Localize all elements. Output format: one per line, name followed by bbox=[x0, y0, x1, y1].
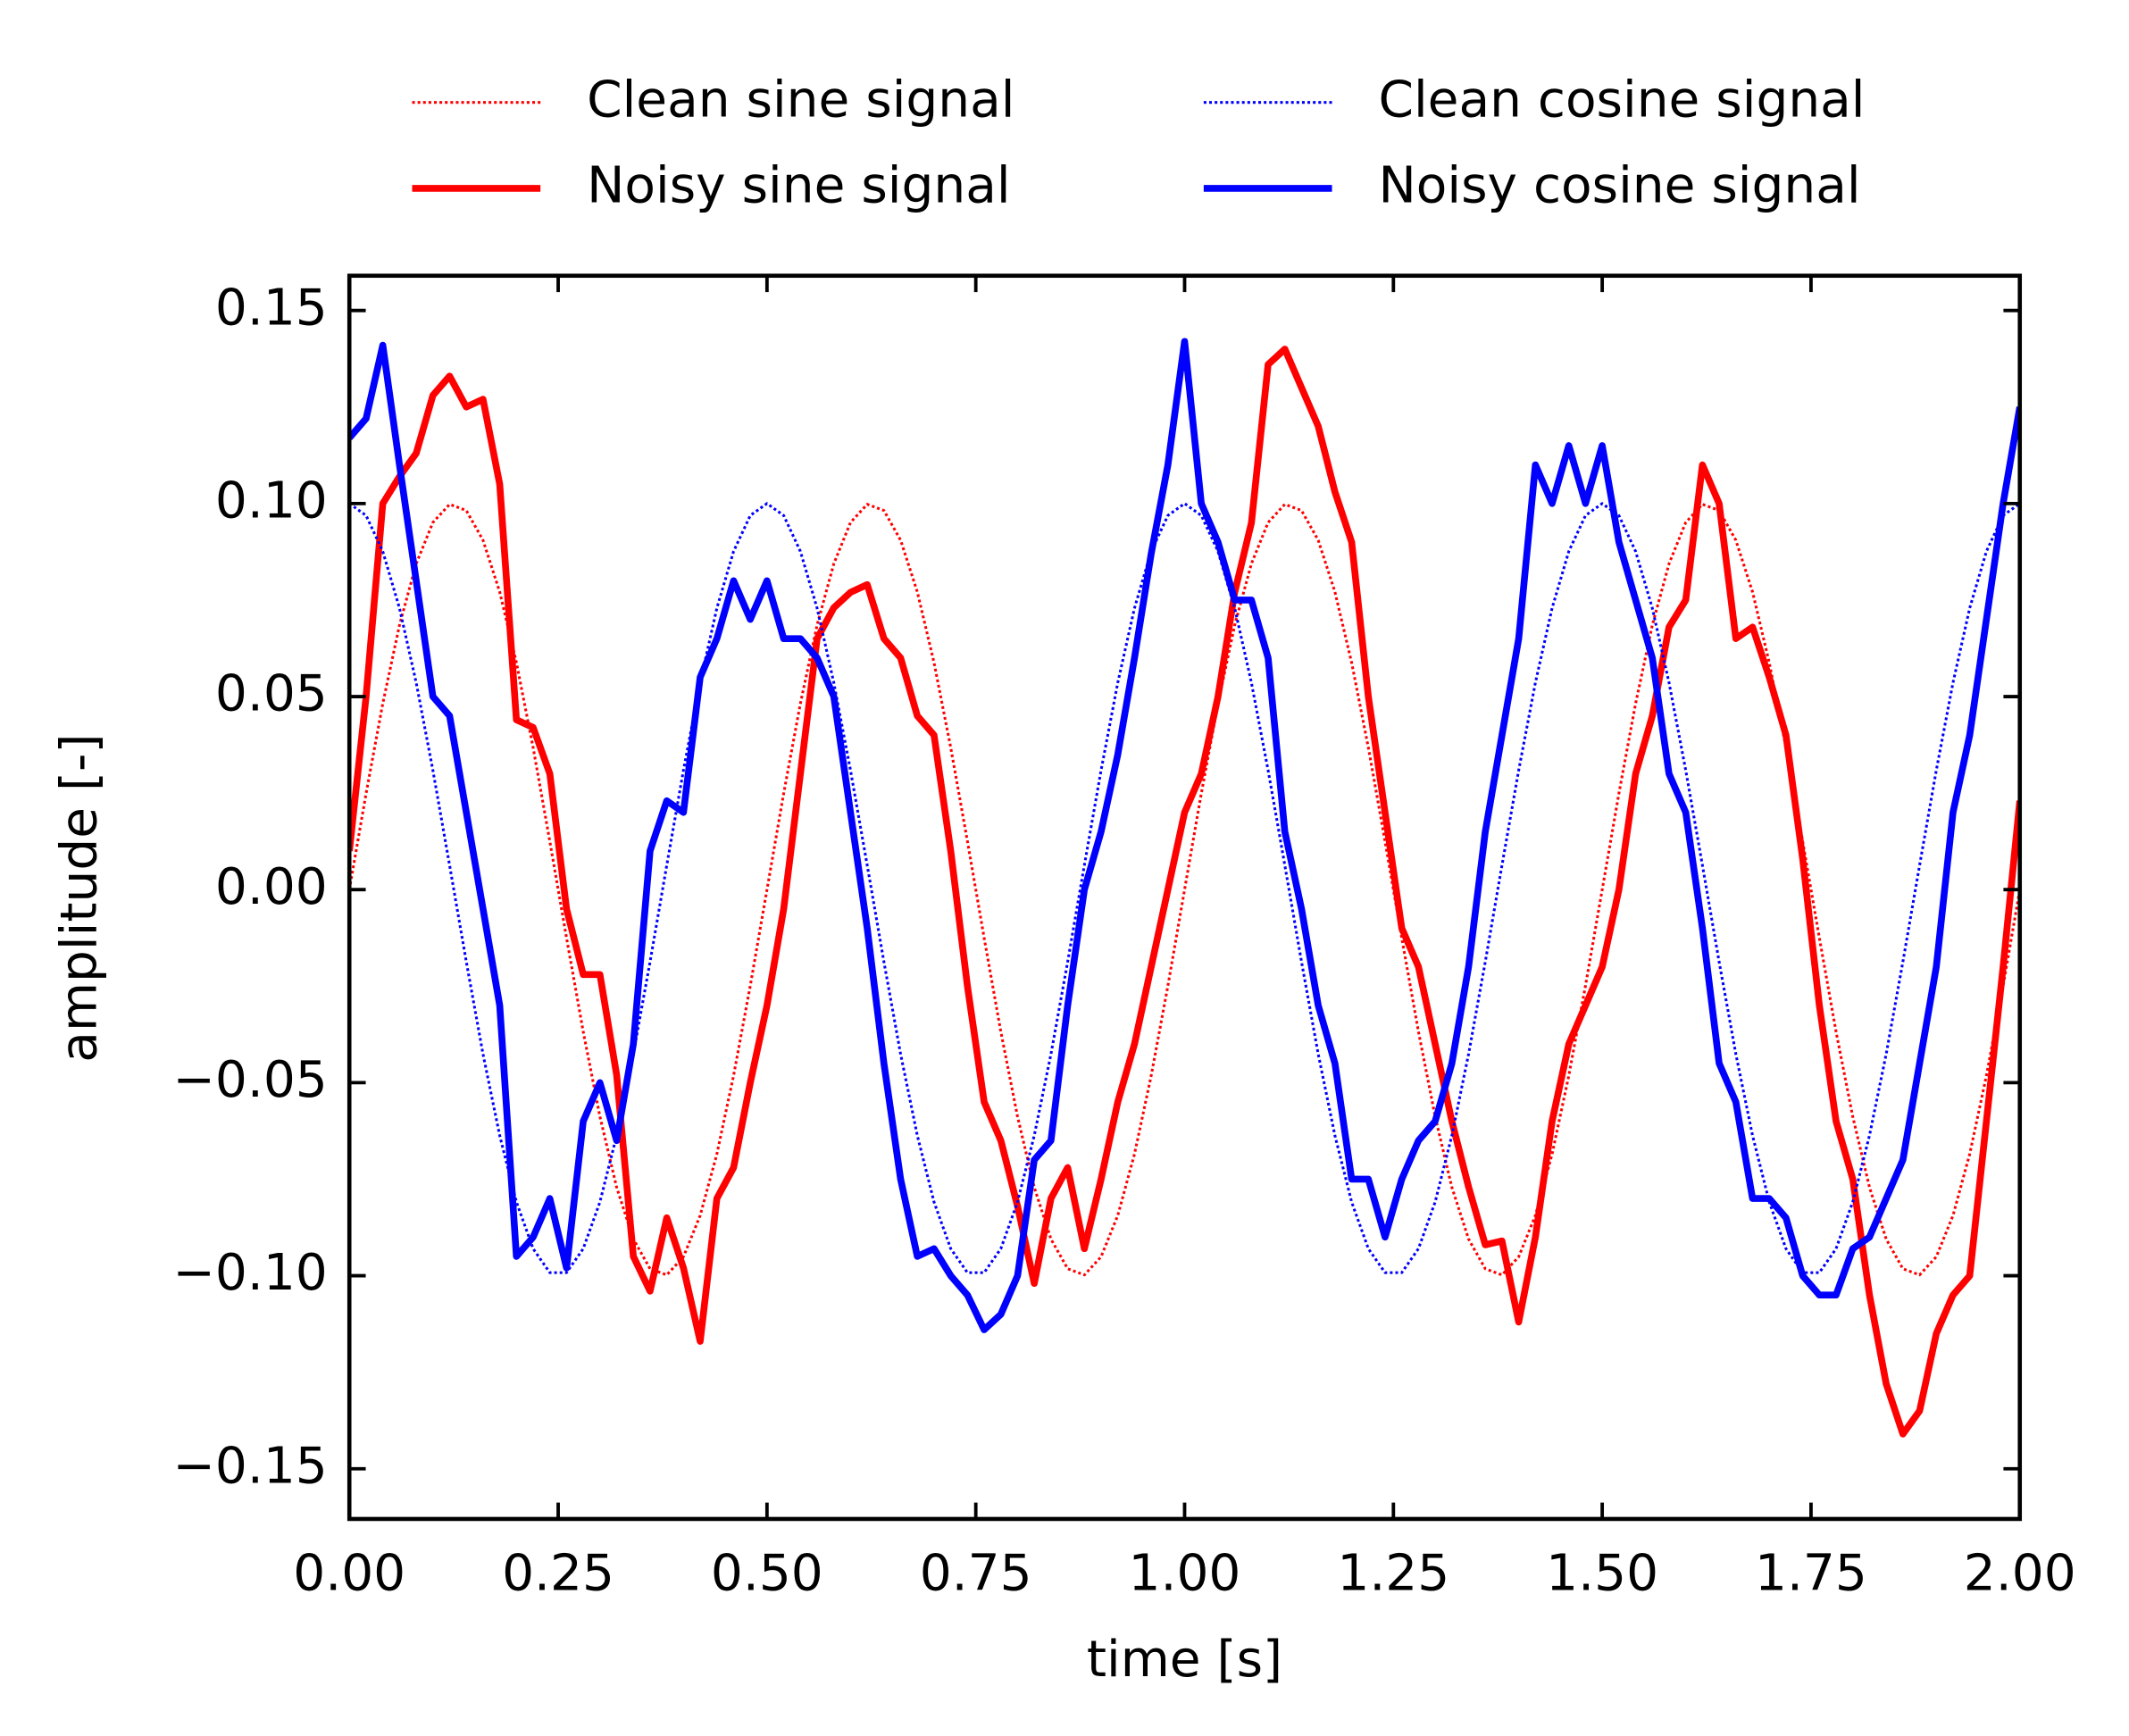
y-tick-label: −0.10 bbox=[173, 1244, 328, 1302]
series-line bbox=[349, 338, 2020, 1333]
x-tick-label: 2.00 bbox=[1964, 1545, 2076, 1603]
legend-label: Clean cosine signal bbox=[1378, 71, 1865, 129]
y-tick-label: 0.10 bbox=[215, 472, 328, 530]
x-tick-label: 0.25 bbox=[502, 1545, 614, 1603]
legend-label: Noisy sine signal bbox=[587, 157, 1010, 215]
series-line bbox=[349, 346, 2020, 1438]
legend-label: Clean sine signal bbox=[587, 71, 1014, 129]
x-tick-label: 0.50 bbox=[711, 1545, 823, 1603]
y-tick-label: −0.05 bbox=[173, 1051, 328, 1109]
x-tick-label: 1.50 bbox=[1546, 1545, 1658, 1603]
y-tick-label: 0.05 bbox=[215, 665, 328, 723]
x-tick-label: 1.00 bbox=[1129, 1545, 1241, 1603]
x-tick-label: 1.25 bbox=[1337, 1545, 1449, 1603]
x-tick-label: 1.75 bbox=[1755, 1545, 1867, 1603]
y-tick-label: −0.15 bbox=[173, 1437, 328, 1495]
x-tick-label: 0.75 bbox=[920, 1545, 1032, 1603]
y-tick-label: 0.00 bbox=[215, 858, 328, 916]
y-axis-label: amplitude [-] bbox=[50, 734, 108, 1063]
y-tick-label: 0.15 bbox=[215, 279, 328, 337]
legend-label: Noisy cosine signal bbox=[1378, 157, 1860, 215]
series-line bbox=[349, 503, 2020, 1277]
x-axis-label: time [s] bbox=[1087, 1631, 1282, 1689]
x-tick-label: 0.00 bbox=[293, 1545, 405, 1603]
